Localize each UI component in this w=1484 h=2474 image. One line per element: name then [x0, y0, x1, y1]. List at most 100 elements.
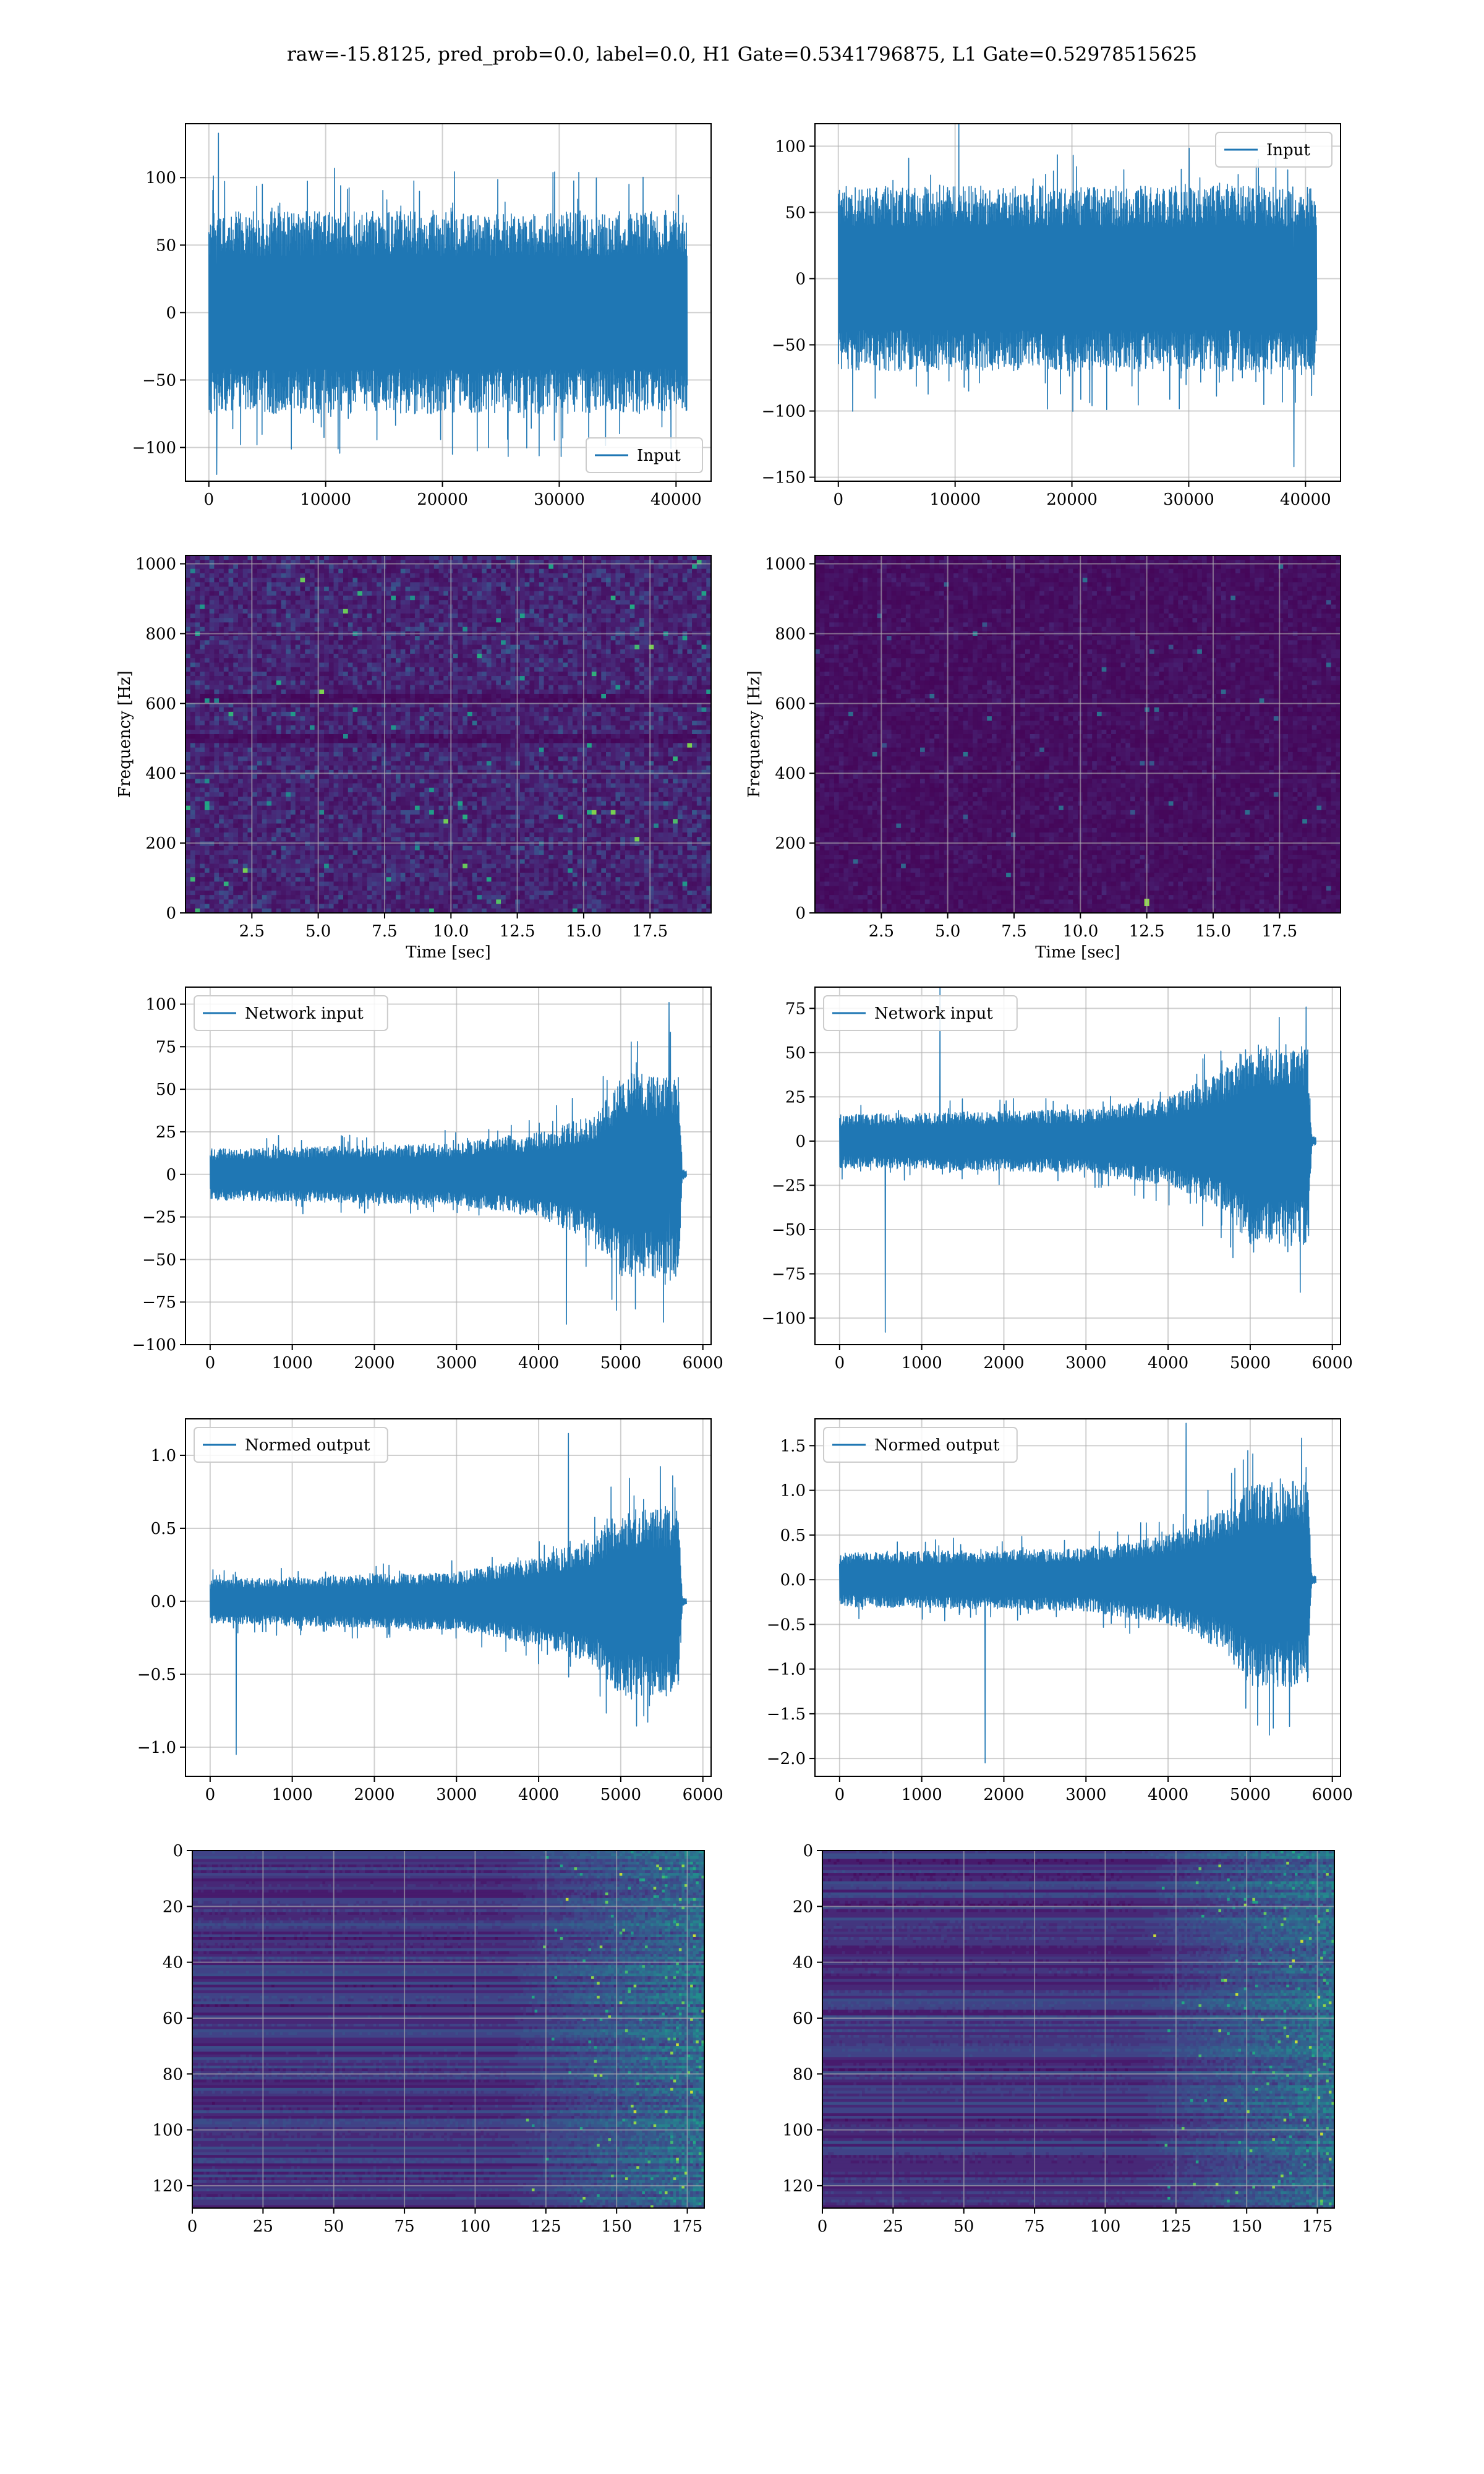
- spectrogram-cell: [506, 627, 511, 632]
- spectrogram-cell: [487, 726, 492, 730]
- spectrogram-cell: [291, 627, 296, 632]
- spectrogram-cell: [525, 555, 530, 560]
- spectrogram-cell: [639, 649, 644, 654]
- spectrogram-cell: [654, 596, 659, 601]
- spectrogram-cell: [601, 587, 606, 592]
- spectrogram-cell: [578, 680, 582, 685]
- spectrogram-cell: [420, 716, 425, 721]
- spectrogram-cell: [305, 738, 310, 743]
- spectrogram-cell: [439, 573, 444, 578]
- spectrogram-cell: [415, 734, 420, 739]
- spectrogram-cell: [534, 582, 539, 587]
- spectrogram-cell: [597, 604, 602, 609]
- spectrogram-cell: [243, 604, 248, 609]
- spectrogram-cell: [190, 649, 195, 654]
- spectrogram-cell: [578, 640, 582, 645]
- spectrogram-cell: [190, 676, 195, 681]
- spectrogram-cell: [410, 555, 415, 560]
- spectrogram-cell: [548, 690, 553, 695]
- spectrogram-cell: [630, 738, 635, 743]
- spectrogram-cell: [224, 614, 229, 618]
- spectrogram-cell: [506, 578, 511, 583]
- spectrogram-cell: [506, 721, 511, 726]
- spectrogram-cell: [578, 591, 582, 596]
- spectrogram-cell: [415, 667, 420, 672]
- spectrogram-cell: [357, 596, 362, 601]
- spectrogram-cell: [429, 622, 434, 627]
- spectrogram-cell: [214, 614, 219, 618]
- spectrogram-cell: [420, 587, 425, 592]
- spectrogram-cell: [224, 609, 229, 614]
- spectrogram-cell: [338, 721, 343, 726]
- spectrogram-cell: [463, 573, 467, 578]
- spectrogram-cell: [692, 591, 697, 596]
- spectrogram-cell: [477, 569, 482, 574]
- spectrogram-cell: [391, 676, 396, 681]
- spectrogram-cell: [673, 582, 678, 587]
- spectrogram-cell: [625, 690, 630, 695]
- spectrogram-cell: [606, 676, 611, 681]
- spectrogram-cell: [678, 676, 683, 681]
- spectrogram-cell: [506, 690, 511, 695]
- spectrogram-cell: [357, 609, 362, 614]
- spectrogram-cell: [463, 658, 467, 663]
- spectrogram-cell: [592, 614, 597, 618]
- spectrogram-cell: [410, 640, 415, 645]
- spectrogram-cell: [639, 640, 644, 645]
- spectrogram-cell: [477, 708, 482, 713]
- spectrogram-cell: [372, 748, 377, 753]
- spectrogram-cell: [644, 609, 649, 614]
- spectrogram-cell: [429, 667, 434, 672]
- spectrogram-cell: [492, 698, 497, 703]
- spectrogram-cell: [334, 614, 339, 618]
- spectrogram-cell: [262, 582, 267, 587]
- spectrogram-cell: [558, 662, 563, 667]
- spectrogram-cell: [496, 743, 501, 748]
- spectrogram-cell: [544, 672, 549, 677]
- spectrogram-cell: [377, 596, 382, 601]
- spectrogram-cell: [210, 649, 215, 654]
- spectrogram-cell: [687, 730, 692, 735]
- spectrogram-cell: [654, 680, 659, 685]
- spectrogram-cell: [683, 591, 688, 596]
- spectrogram-cell: [186, 734, 190, 739]
- spectrogram-cell: [405, 636, 410, 641]
- spectrogram-cell: [195, 569, 200, 574]
- spectrogram-cell: [338, 654, 343, 659]
- spectrogram-cell: [620, 712, 625, 717]
- spectrogram-cell: [539, 569, 544, 574]
- spectrogram-cell: [625, 555, 630, 560]
- y-tick-label: 0: [166, 304, 176, 322]
- spectrogram-cell: [534, 555, 539, 560]
- spectrogram-cell: [267, 569, 271, 574]
- spectrogram-cell: [472, 604, 477, 609]
- spectrogram-cell: [673, 721, 678, 726]
- spectrogram-cell: [296, 645, 301, 650]
- spectrogram-cell: [367, 578, 372, 583]
- spectrogram-cell: [205, 694, 210, 699]
- spectrogram-cell: [496, 712, 501, 717]
- spectrogram-cell: [334, 636, 339, 641]
- spectrogram-cell: [410, 672, 415, 677]
- spectrogram-cell: [553, 591, 558, 596]
- spectrogram-cell: [348, 555, 353, 560]
- spectrogram-cell: [257, 680, 262, 685]
- spectrogram-cell: [568, 672, 573, 677]
- spectrogram-cell: [233, 614, 238, 618]
- spectrogram-cell: [692, 555, 697, 560]
- spectrogram-cell: [401, 600, 406, 605]
- spectrogram-cell: [262, 591, 267, 596]
- spectrogram-cell: [702, 627, 707, 632]
- spectrogram-cell: [305, 600, 310, 605]
- spectrogram-cell: [429, 627, 434, 632]
- spectrogram-cell: [296, 712, 301, 717]
- spectrogram-cell: [195, 587, 200, 592]
- spectrogram-cell: [214, 752, 219, 757]
- spectrogram-cell: [611, 672, 616, 677]
- spectrogram-cell: [219, 640, 224, 645]
- spectrogram-cell: [391, 627, 396, 632]
- spectrogram-cell: [592, 578, 597, 583]
- spectrogram-cell: [439, 698, 444, 703]
- spectrogram-cell: [405, 564, 410, 569]
- spectrogram-cell: [453, 680, 458, 685]
